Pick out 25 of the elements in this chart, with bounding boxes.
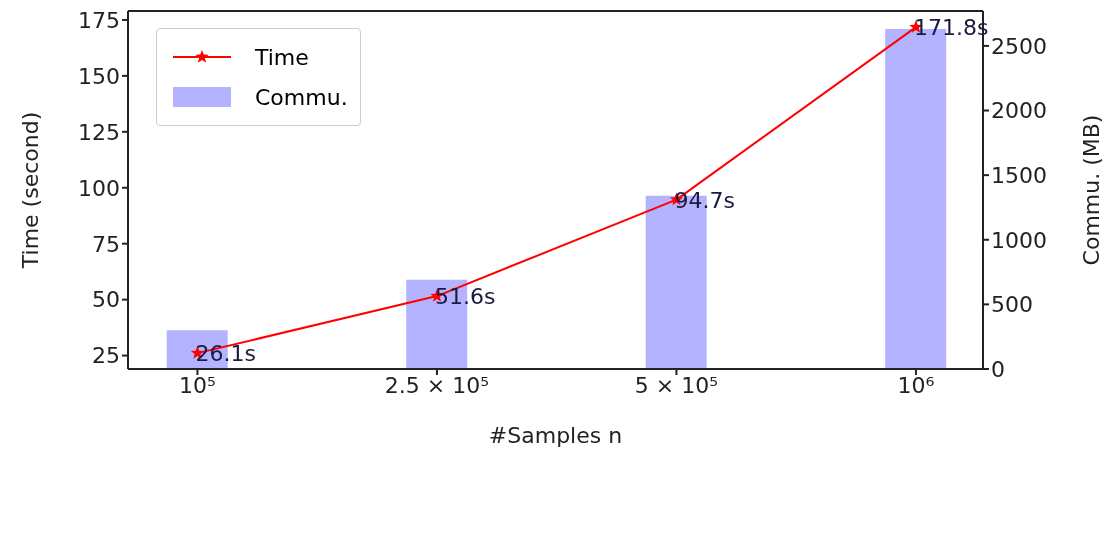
- y2-tick-label: 0: [991, 356, 1005, 382]
- y-axis-title: Time (second): [17, 111, 43, 270]
- y-tick-label: 100: [78, 175, 120, 201]
- y2-tick-label: 2500: [991, 33, 1047, 59]
- y-tick-label: 25: [92, 343, 120, 369]
- y-tick-label: 50: [92, 287, 120, 313]
- x-tick-label: 10⁶: [897, 372, 935, 398]
- legend-label: Time: [255, 44, 309, 70]
- data-label: 26.1s: [195, 341, 256, 367]
- x-tick-label: 2.5 × 10⁵: [384, 372, 490, 398]
- y2-axis-title: Commu. (MB): [1078, 114, 1104, 266]
- y-tick-label: 75: [92, 231, 120, 257]
- data-label: 51.6s: [434, 284, 496, 310]
- x-axis-title: #Samples n: [488, 423, 623, 448]
- legend-label: Commu.: [255, 84, 348, 110]
- x-tick-label: 10⁵: [179, 372, 216, 398]
- x-tick-label: 5 × 10⁵: [634, 372, 719, 398]
- y2-tick-label: 2000: [991, 98, 1047, 124]
- y-tick-label: 150: [78, 63, 120, 89]
- data-label: 94.7s: [674, 187, 735, 213]
- y-tick-label: 125: [78, 119, 120, 145]
- y2-tick-label: 500: [991, 292, 1033, 318]
- y-tick-label: 175: [78, 7, 120, 33]
- y2-tick-label: 1500: [991, 162, 1047, 188]
- y2-tick-label: 1000: [991, 227, 1047, 253]
